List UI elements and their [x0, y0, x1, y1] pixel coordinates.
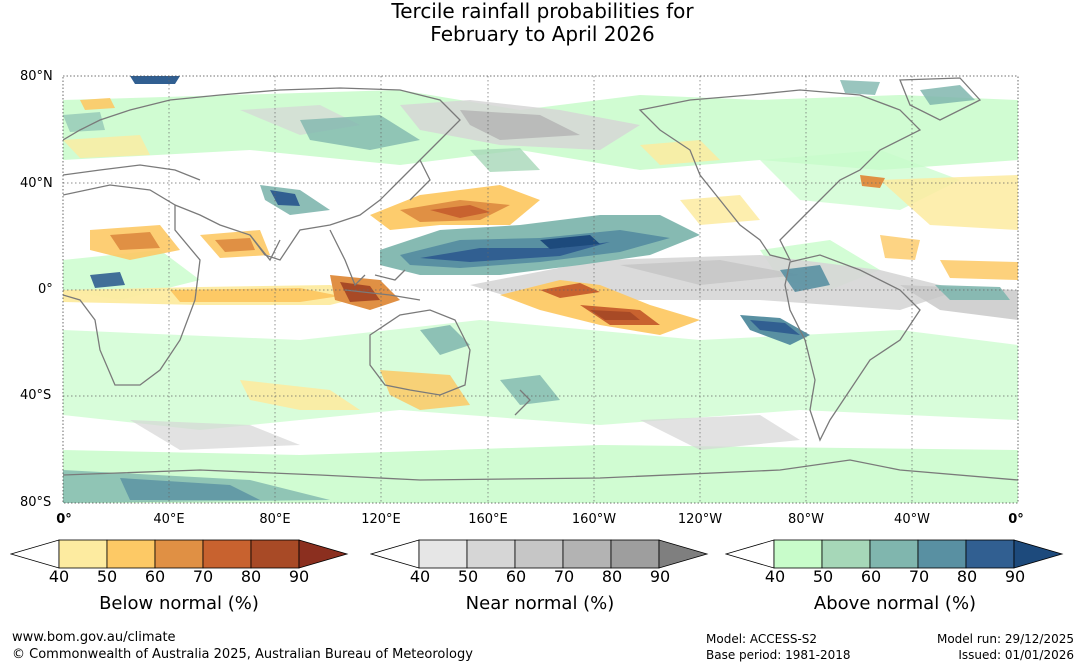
above-normal-title: Above normal (%) — [813, 593, 977, 614]
coastlines — [63, 77, 1018, 481]
below-normal-colorbar — [10, 539, 349, 569]
below-tick-70: 70 — [192, 567, 214, 586]
above-colorbar-box-5 — [965, 539, 1015, 569]
near-colorbar-high-arrow — [658, 539, 709, 569]
lon-label-40w: 40°W — [894, 512, 930, 527]
below-colorbar-high-arrow — [298, 539, 349, 569]
above-colorbar-low-arrow — [725, 539, 775, 569]
below-normal-title: Below normal (%) — [99, 593, 259, 614]
title-line-2: February to April 2026 — [430, 22, 655, 46]
near-normal-colorbar — [370, 539, 709, 569]
below-tick-80: 80 — [240, 567, 262, 586]
above-normal-colorbar — [725, 539, 1064, 569]
above-colorbar-high-arrow — [1013, 539, 1064, 569]
lat-label-equator: 0° — [38, 282, 53, 297]
lat-label-40n: 40°N — [20, 176, 53, 191]
near-colorbar-box-2 — [466, 539, 516, 569]
near-colorbar-box-1 — [418, 539, 468, 569]
near-colorbar-low-arrow — [370, 539, 420, 569]
near-colorbar-box-5 — [610, 539, 660, 569]
below-colorbar-box-5 — [250, 539, 300, 569]
below-colorbar-box-4 — [202, 539, 252, 569]
above-colorbar-box-1 — [773, 539, 823, 569]
map-title: Tercile rainfall probabilities for Febru… — [0, 0, 1085, 46]
above-colorbar-box-4 — [917, 539, 967, 569]
issued-date: Issued: 01/01/2026 — [958, 648, 1074, 662]
lat-label-80n: 80°N — [20, 69, 53, 84]
lon-label-120w: 120°W — [677, 512, 723, 527]
below-colorbar-box-2 — [106, 539, 156, 569]
lon-label-0: 0° — [56, 512, 72, 527]
copyright-text: © Commonwealth of Australia 2025, Austra… — [12, 647, 473, 662]
below-colorbar-box-1 — [58, 539, 108, 569]
lat-label-40s: 40°S — [20, 388, 52, 403]
above-colorbar-box-3 — [869, 539, 919, 569]
near-tick-80: 80 — [601, 567, 623, 586]
model-run-date: Model run: 29/12/2025 — [936, 632, 1074, 646]
above-tick-50: 50 — [812, 567, 834, 586]
near-tick-60: 60 — [505, 567, 527, 586]
near-tick-70: 70 — [553, 567, 575, 586]
near-colorbar-box-4 — [562, 539, 612, 569]
near-tick-90: 90 — [649, 567, 671, 586]
title-line-1: Tercile rainfall probabilities for — [391, 0, 694, 23]
below-tick-90: 90 — [288, 567, 310, 586]
above-tick-80: 80 — [956, 567, 978, 586]
lon-label-80e: 80°E — [259, 512, 291, 527]
map-frame — [62, 75, 1019, 504]
lon-label-40e: 40°E — [153, 512, 185, 527]
near-tick-50: 50 — [457, 567, 479, 586]
below-colorbar-box-3 — [154, 539, 204, 569]
base-period: Base period: 1981-2018 — [706, 648, 851, 662]
lon-label-160e: 160°E — [468, 512, 508, 527]
above-tick-70: 70 — [908, 567, 930, 586]
near-colorbar-box-3 — [514, 539, 564, 569]
above-colorbar-box-2 — [821, 539, 871, 569]
above-tick-90: 90 — [1004, 567, 1026, 586]
lat-label-80s: 80°S — [20, 495, 52, 510]
below-colorbar-low-arrow — [10, 539, 60, 569]
graticule — [63, 76, 1018, 503]
lon-label-160w: 160°W — [571, 512, 617, 527]
model-name: Model: ACCESS-S2 — [706, 632, 818, 646]
lon-label-80w: 80°W — [788, 512, 824, 527]
near-tick-40: 40 — [409, 567, 431, 586]
below-tick-60: 60 — [144, 567, 166, 586]
below-tick-40: 40 — [48, 567, 70, 586]
lon-label-0-east: 0° — [1008, 512, 1024, 527]
lon-label-120e: 120°E — [361, 512, 401, 527]
near-normal-title: Near normal (%) — [465, 593, 615, 614]
rainfall-probability-map — [62, 75, 1019, 504]
above-tick-60: 60 — [860, 567, 882, 586]
website-link[interactable]: www.bom.gov.au/climate — [12, 630, 176, 645]
below-tick-50: 50 — [96, 567, 118, 586]
probability-patches — [63, 76, 1018, 503]
above-tick-40: 40 — [764, 567, 786, 586]
